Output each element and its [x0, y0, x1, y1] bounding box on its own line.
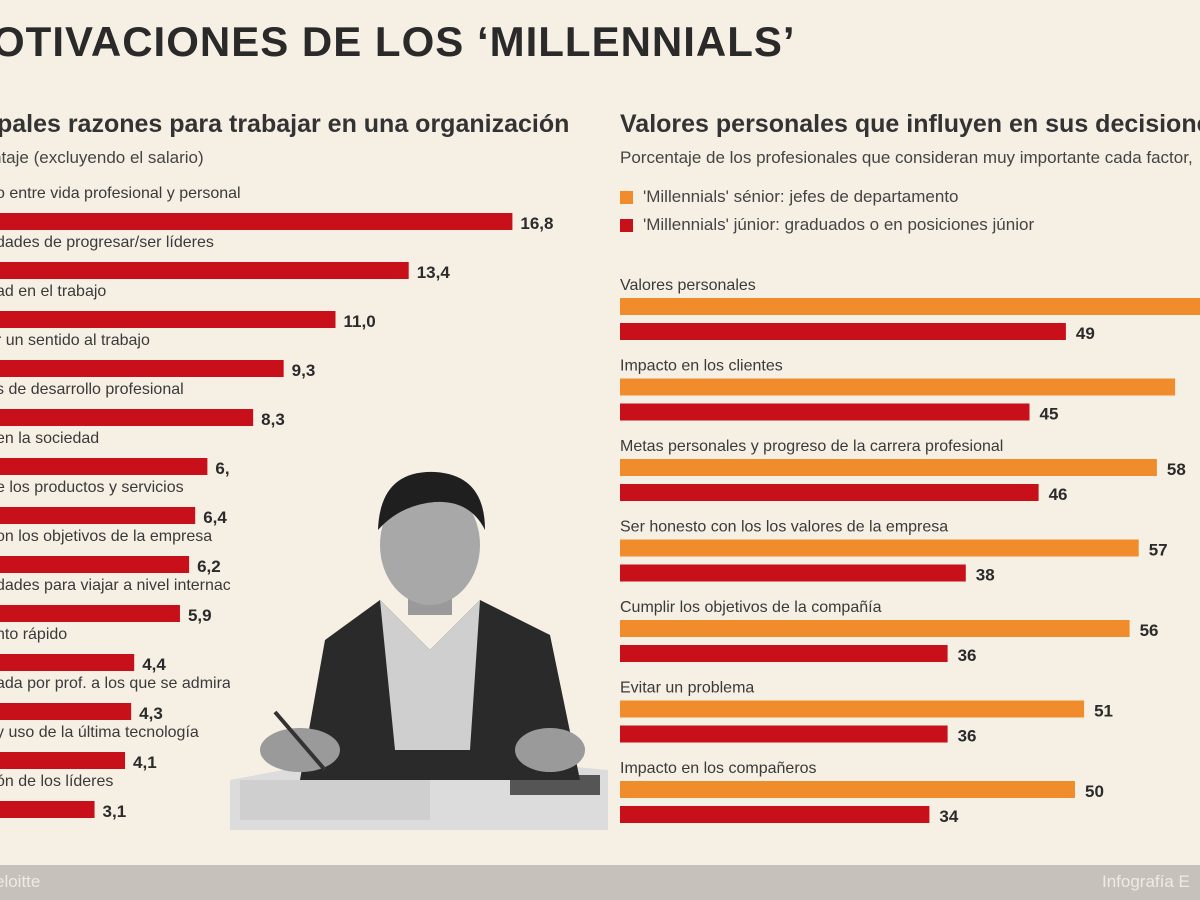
right-value-label-junior: 49 [1076, 324, 1095, 343]
left-value-label: 4,3 [139, 704, 163, 723]
left-category-label: s de desarrollo profesional [0, 381, 184, 398]
left-value-label: 6,2 [197, 557, 221, 576]
left-bar [0, 507, 196, 524]
left-value-label: 5,9 [188, 606, 212, 625]
left-value-label: 13,4 [417, 263, 451, 282]
right-category-label: Evitar un problema [620, 680, 754, 697]
right-bar-junior [620, 725, 948, 743]
left-bar [0, 801, 95, 818]
legend-junior: 'Millennials' júnior: graduados o en pos… [620, 215, 1034, 235]
right-category-label: Cumplir los objetivos de la compañía [620, 599, 882, 616]
left-category-label: o entre vida profesional y personal [0, 185, 241, 202]
left-bar [0, 458, 208, 475]
left-value-label: 3,1 [103, 802, 127, 821]
left-category-label: ón de los líderes [0, 773, 113, 790]
left-bar [0, 703, 132, 720]
left-category-label: dades de progresar/ser líderes [0, 234, 214, 251]
left-category-label: ad en el trabajo [0, 283, 106, 300]
footer-source: eloitte [0, 872, 41, 891]
right-value-label-junior: 36 [958, 727, 977, 746]
left-category-label: e los productos y servicios [0, 479, 184, 496]
left-bar [0, 605, 180, 622]
left-value-label: 8,3 [261, 410, 285, 429]
right-value-label-junior: 38 [976, 566, 995, 585]
right-bar-junior [620, 645, 948, 662]
left-chart-subtitle: ntaje (excluyendo el salario) [0, 148, 204, 167]
right-category-label: Ser honesto con los los valores de la em… [620, 519, 948, 536]
right-bar-senior [620, 700, 1085, 718]
left-category-label: r un sentido al trabajo [0, 332, 150, 349]
right-value-label-senior: 51 [1094, 702, 1113, 721]
left-bar [0, 360, 284, 377]
left-bar [0, 654, 135, 671]
right-bar-senior [620, 781, 1075, 798]
right-bar-junior [620, 484, 1039, 501]
left-category-label: ada por prof. a los que se admira [0, 675, 231, 692]
right-value-label-junior: 36 [958, 646, 977, 665]
right-bar-junior [620, 564, 966, 582]
left-value-label: 11,0 [344, 312, 376, 331]
legend-senior-label: 'Millennials' sénior: jefes de departame… [643, 187, 959, 206]
left-bar [0, 262, 409, 279]
right-chart-title: Valores personales que influyen en sus d… [620, 110, 1200, 138]
left-value-label: 16,8 [520, 214, 553, 233]
left-value-label: 4,1 [133, 753, 157, 772]
right-value-label-junior: 46 [1049, 485, 1068, 504]
left-bar [0, 311, 336, 328]
left-category-label: nto rápido [0, 626, 67, 643]
right-bar-senior [620, 459, 1157, 476]
left-value-label: 9,3 [292, 361, 316, 380]
right-bar-junior [620, 323, 1066, 340]
right-value-label-junior: 34 [939, 807, 958, 826]
left-value-label: 4,4 [142, 655, 166, 674]
legend-senior: 'Millennials' sénior: jefes de departame… [620, 187, 959, 207]
right-bar-senior [620, 378, 1176, 396]
man-writing-photo [230, 450, 608, 830]
left-bar [0, 752, 126, 769]
right-value-label-junior: 45 [1040, 405, 1059, 424]
left-category-label: on los objetivos de la empresa [0, 528, 212, 545]
right-bar-junior [620, 806, 930, 823]
left-category-label: y uso de la última tecnología [0, 724, 199, 741]
right-bar-senior [620, 620, 1130, 637]
right-bar-senior [620, 298, 1200, 315]
legend-junior-label: 'Millennials' júnior: graduados o en pos… [643, 215, 1035, 234]
right-category-label: Impacto en los clientes [620, 358, 783, 375]
right-bar-junior [620, 403, 1030, 421]
right-value-label-senior: 56 [1140, 621, 1159, 640]
right-bar-senior [620, 539, 1139, 557]
right-category-label: Impacto en los compañeros [620, 760, 817, 777]
left-bar [0, 213, 513, 230]
right-category-label: Valores personales [620, 277, 756, 294]
legend-junior-swatch [620, 218, 633, 232]
right-value-label-senior: 57 [1149, 541, 1168, 560]
footer-credit: Infografía E [1102, 872, 1190, 891]
footer-bar [0, 865, 1200, 900]
left-bar [0, 409, 254, 426]
legend-senior-swatch [620, 190, 633, 204]
right-value-label-senior: 50 [1085, 782, 1104, 801]
left-value-label: 6,4 [203, 508, 227, 527]
right-value-label-senior: 58 [1167, 460, 1186, 479]
left-chart-title: ipales razones para trabajar en una orga… [0, 110, 570, 138]
left-category-label: dades para viajar a nivel internacional [0, 577, 265, 594]
right-category-label: Metas personales y progreso de la carrer… [620, 438, 1003, 455]
left-bar [0, 556, 190, 573]
left-category-label: en la sociedad [0, 430, 99, 447]
page-title: OTIVACIONES DE LOS ‘MILLENNIALS’ [0, 18, 796, 65]
right-chart-subtitle: Porcentaje de los profesionales que cons… [620, 148, 1193, 167]
